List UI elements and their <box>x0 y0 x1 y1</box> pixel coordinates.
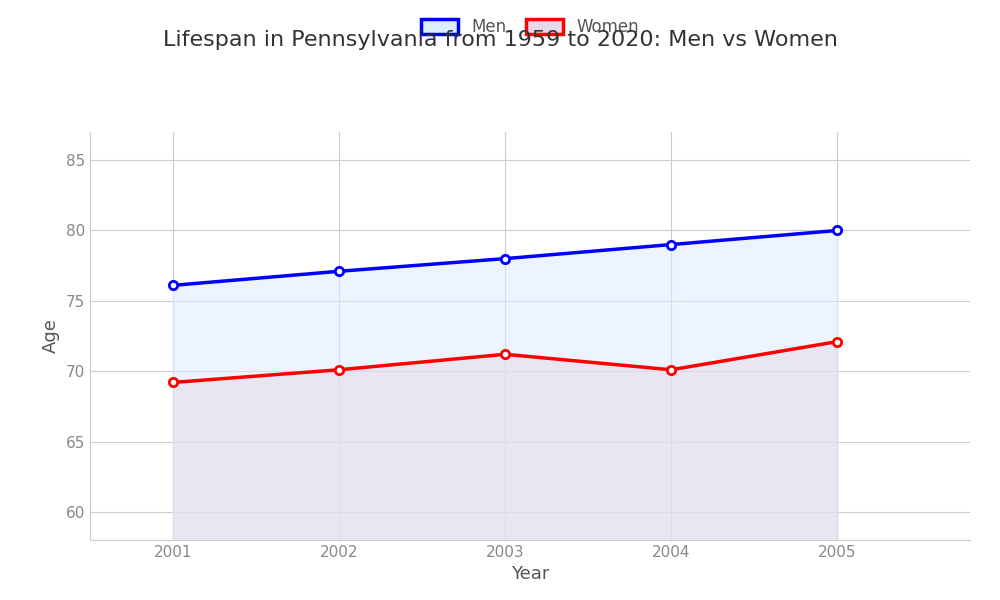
Legend: Men, Women: Men, Women <box>421 18 639 36</box>
Text: Lifespan in Pennsylvania from 1959 to 2020: Men vs Women: Lifespan in Pennsylvania from 1959 to 20… <box>163 30 837 50</box>
X-axis label: Year: Year <box>511 565 549 583</box>
Y-axis label: Age: Age <box>42 319 60 353</box>
